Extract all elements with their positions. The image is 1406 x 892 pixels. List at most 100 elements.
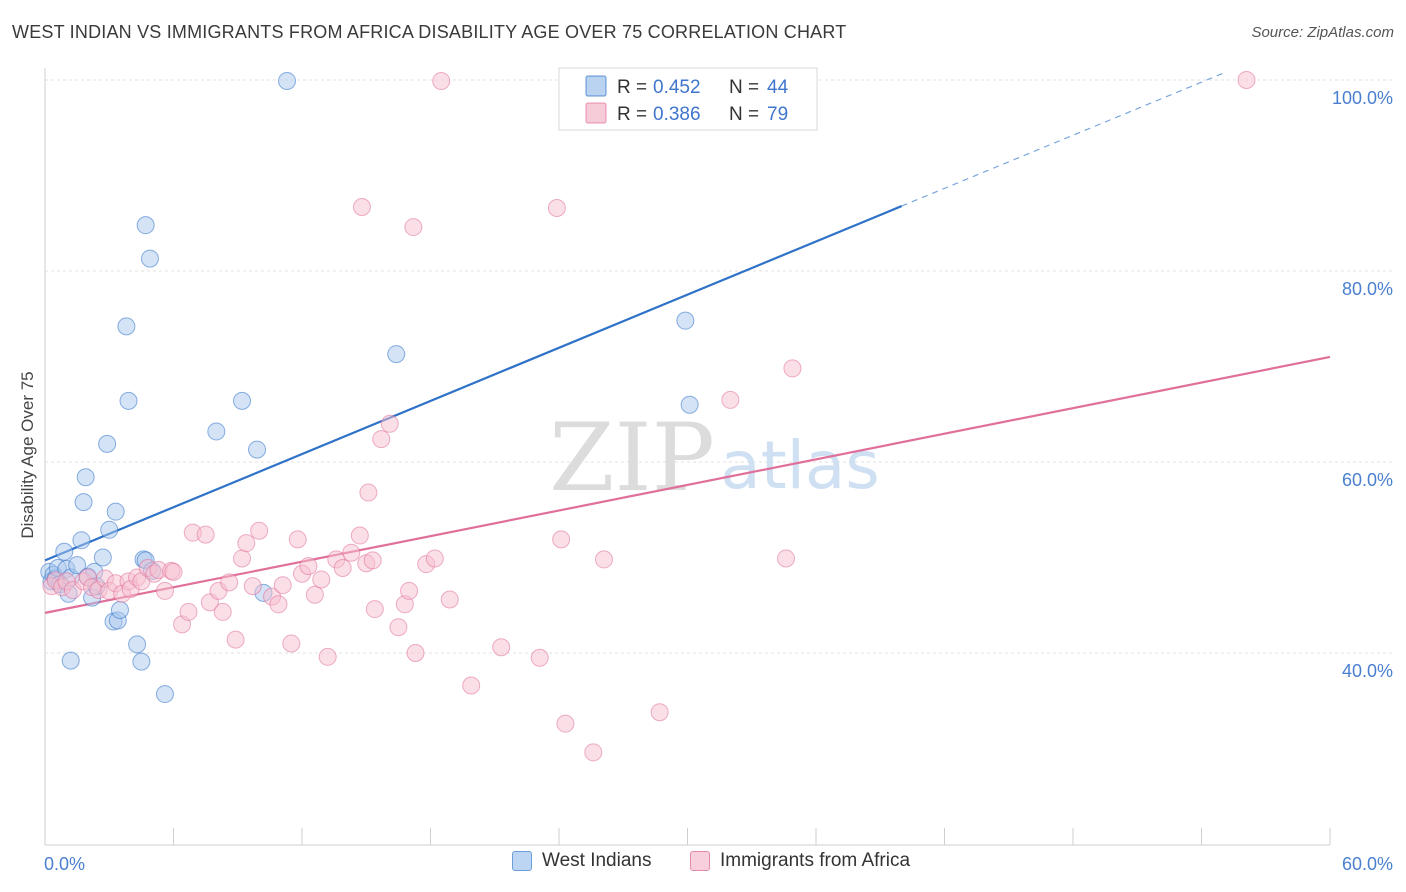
immigrants-from-africa-point: [530, 648, 549, 667]
immigrants-from-africa-point: [721, 390, 740, 409]
west-indians-point: [119, 391, 138, 410]
immigrants-from-africa-point: [359, 483, 378, 502]
west-indians-point: [55, 542, 74, 561]
west-indians-point: [72, 531, 91, 550]
west-indians-point: [207, 422, 226, 441]
y-tick-label: 40.0%: [1342, 661, 1393, 681]
stats-r-label-immigrants-from-africa: R =: [617, 104, 647, 125]
immigrants-from-africa-point: [556, 714, 575, 733]
west-indians-point: [117, 317, 136, 336]
stats-n-label-west-indians: N =: [729, 77, 759, 98]
stats-swatch-immigrants-from-africa: [585, 102, 607, 124]
legend-item-west-indians[interactable]: West Indians: [512, 850, 651, 872]
immigrants-from-africa-point: [318, 647, 337, 666]
west-indians-point: [676, 311, 695, 330]
chart-title: WEST INDIAN VS IMMIGRANTS FROM AFRICA DI…: [12, 22, 847, 42]
west-indians-point: [61, 651, 80, 670]
west-indians-point: [106, 502, 125, 521]
axes: [44, 68, 1331, 846]
west-indians-point: [278, 71, 297, 90]
west-indians-trend-line: [44, 205, 903, 562]
west-indians-point: [233, 391, 252, 410]
legend-item-immigrants-from-africa[interactable]: Immigrants from Africa: [690, 850, 910, 872]
watermark-atlas: atlas: [720, 427, 880, 504]
immigrants-from-africa-point: [233, 549, 252, 568]
immigrants-from-africa-point: [363, 551, 382, 570]
stats-r-value-west-indians: 0.452: [653, 77, 701, 98]
west-indians-point: [128, 635, 147, 654]
watermark-zip: ZIP: [549, 404, 715, 513]
west-indians-point: [140, 249, 159, 268]
immigrants-from-africa-point: [282, 634, 301, 653]
immigrants-from-africa-point: [400, 581, 419, 600]
west-indians-point: [100, 520, 119, 539]
immigrants-from-africa-point: [220, 573, 239, 592]
immigrants-from-africa-point: [777, 549, 796, 568]
immigrants-from-africa-point: [250, 521, 269, 540]
immigrants-from-africa-point: [342, 543, 361, 562]
immigrants-from-africa-point: [164, 562, 183, 581]
immigrants-from-africa-point: [406, 644, 425, 662]
immigrants-from-africa-point: [552, 530, 571, 549]
west-indians-point: [76, 468, 95, 487]
legend-swatch-immigrants-from-africa: [690, 851, 710, 871]
west-indians-point: [136, 216, 155, 235]
legend-label-immigrants-from-africa: Immigrants from Africa: [720, 850, 911, 871]
stats-swatch-west-indians: [585, 75, 607, 97]
immigrants-from-africa-point: [584, 743, 603, 762]
immigrants-from-africa-point: [389, 618, 408, 637]
immigrants-from-africa-point: [288, 530, 307, 549]
immigrants-from-africa-point: [273, 576, 292, 595]
west-indians-point: [155, 685, 174, 704]
source-credit: Source: ZipAtlas.com: [1251, 24, 1394, 41]
west-indians-point: [132, 652, 151, 671]
y-tick-labels: 100.0% 80.0% 60.0% 40.0%: [1332, 88, 1393, 681]
west-indians-point: [74, 493, 93, 512]
x-tick-label-max: 60.0%: [1342, 854, 1393, 874]
immigrants-from-africa-point: [226, 630, 245, 649]
immigrants-from-africa-point: [1237, 71, 1256, 89]
west-indians-point: [68, 556, 87, 575]
immigrants-from-africa-point: [432, 71, 451, 90]
x-tick-labels: 0.0% 60.0%: [44, 854, 1393, 874]
immigrants-from-africa-point: [440, 590, 459, 609]
immigrants-from-africa-point: [269, 595, 288, 614]
immigrants-from-africa-point: [462, 676, 481, 695]
y-axis-label: Disability Age Over 75: [18, 371, 37, 538]
legend-swatch-west-indians: [512, 851, 532, 871]
trend-lines: [44, 72, 1331, 614]
immigrants-from-africa-point: [333, 559, 352, 578]
west-indians-point: [110, 601, 129, 620]
west-indians-point: [93, 548, 112, 567]
immigrants-from-africa-point: [305, 585, 324, 604]
immigrants-from-africa-point: [547, 198, 566, 217]
immigrants-from-africa-point: [372, 430, 391, 449]
immigrants-from-africa-point: [492, 638, 511, 657]
immigrants-from-africa-point: [196, 525, 215, 544]
stats-n-value-west-indians: 44: [767, 77, 789, 98]
y-tick-label: 100.0%: [1332, 88, 1393, 108]
west-indians-point: [680, 395, 699, 414]
stats-r-label-west-indians: R =: [617, 77, 647, 98]
stats-n-value-immigrants-from-africa: 79: [767, 104, 788, 125]
immigrants-from-africa-point: [425, 549, 444, 568]
immigrants-from-africa-point: [312, 570, 331, 589]
immigrants-from-africa-point: [179, 602, 198, 621]
immigrants-from-africa-point: [299, 557, 318, 576]
grid-lines: [45, 79, 1393, 654]
immigrants-from-africa-point: [350, 526, 369, 545]
legend-label-west-indians: West Indians: [542, 850, 652, 871]
immigrants-from-africa-point: [243, 577, 262, 596]
immigrants-from-africa-point: [404, 218, 423, 237]
y-tick-label: 80.0%: [1342, 279, 1393, 299]
immigrants-from-africa-point: [213, 602, 232, 621]
immigrants-from-africa-point: [594, 550, 613, 569]
y-tick-label: 60.0%: [1342, 470, 1393, 490]
immigrants-from-africa-point: [365, 600, 384, 619]
stats-legend: R = 0.452 N = 44 R = 0.386 N = 79: [558, 67, 818, 131]
stats-n-label-immigrants-from-africa: N =: [729, 104, 759, 125]
west-indians-trend-extension: [901, 72, 1224, 207]
data-points: [40, 71, 1256, 762]
series-legend: West Indians Immigrants from Africa: [0, 850, 1406, 880]
